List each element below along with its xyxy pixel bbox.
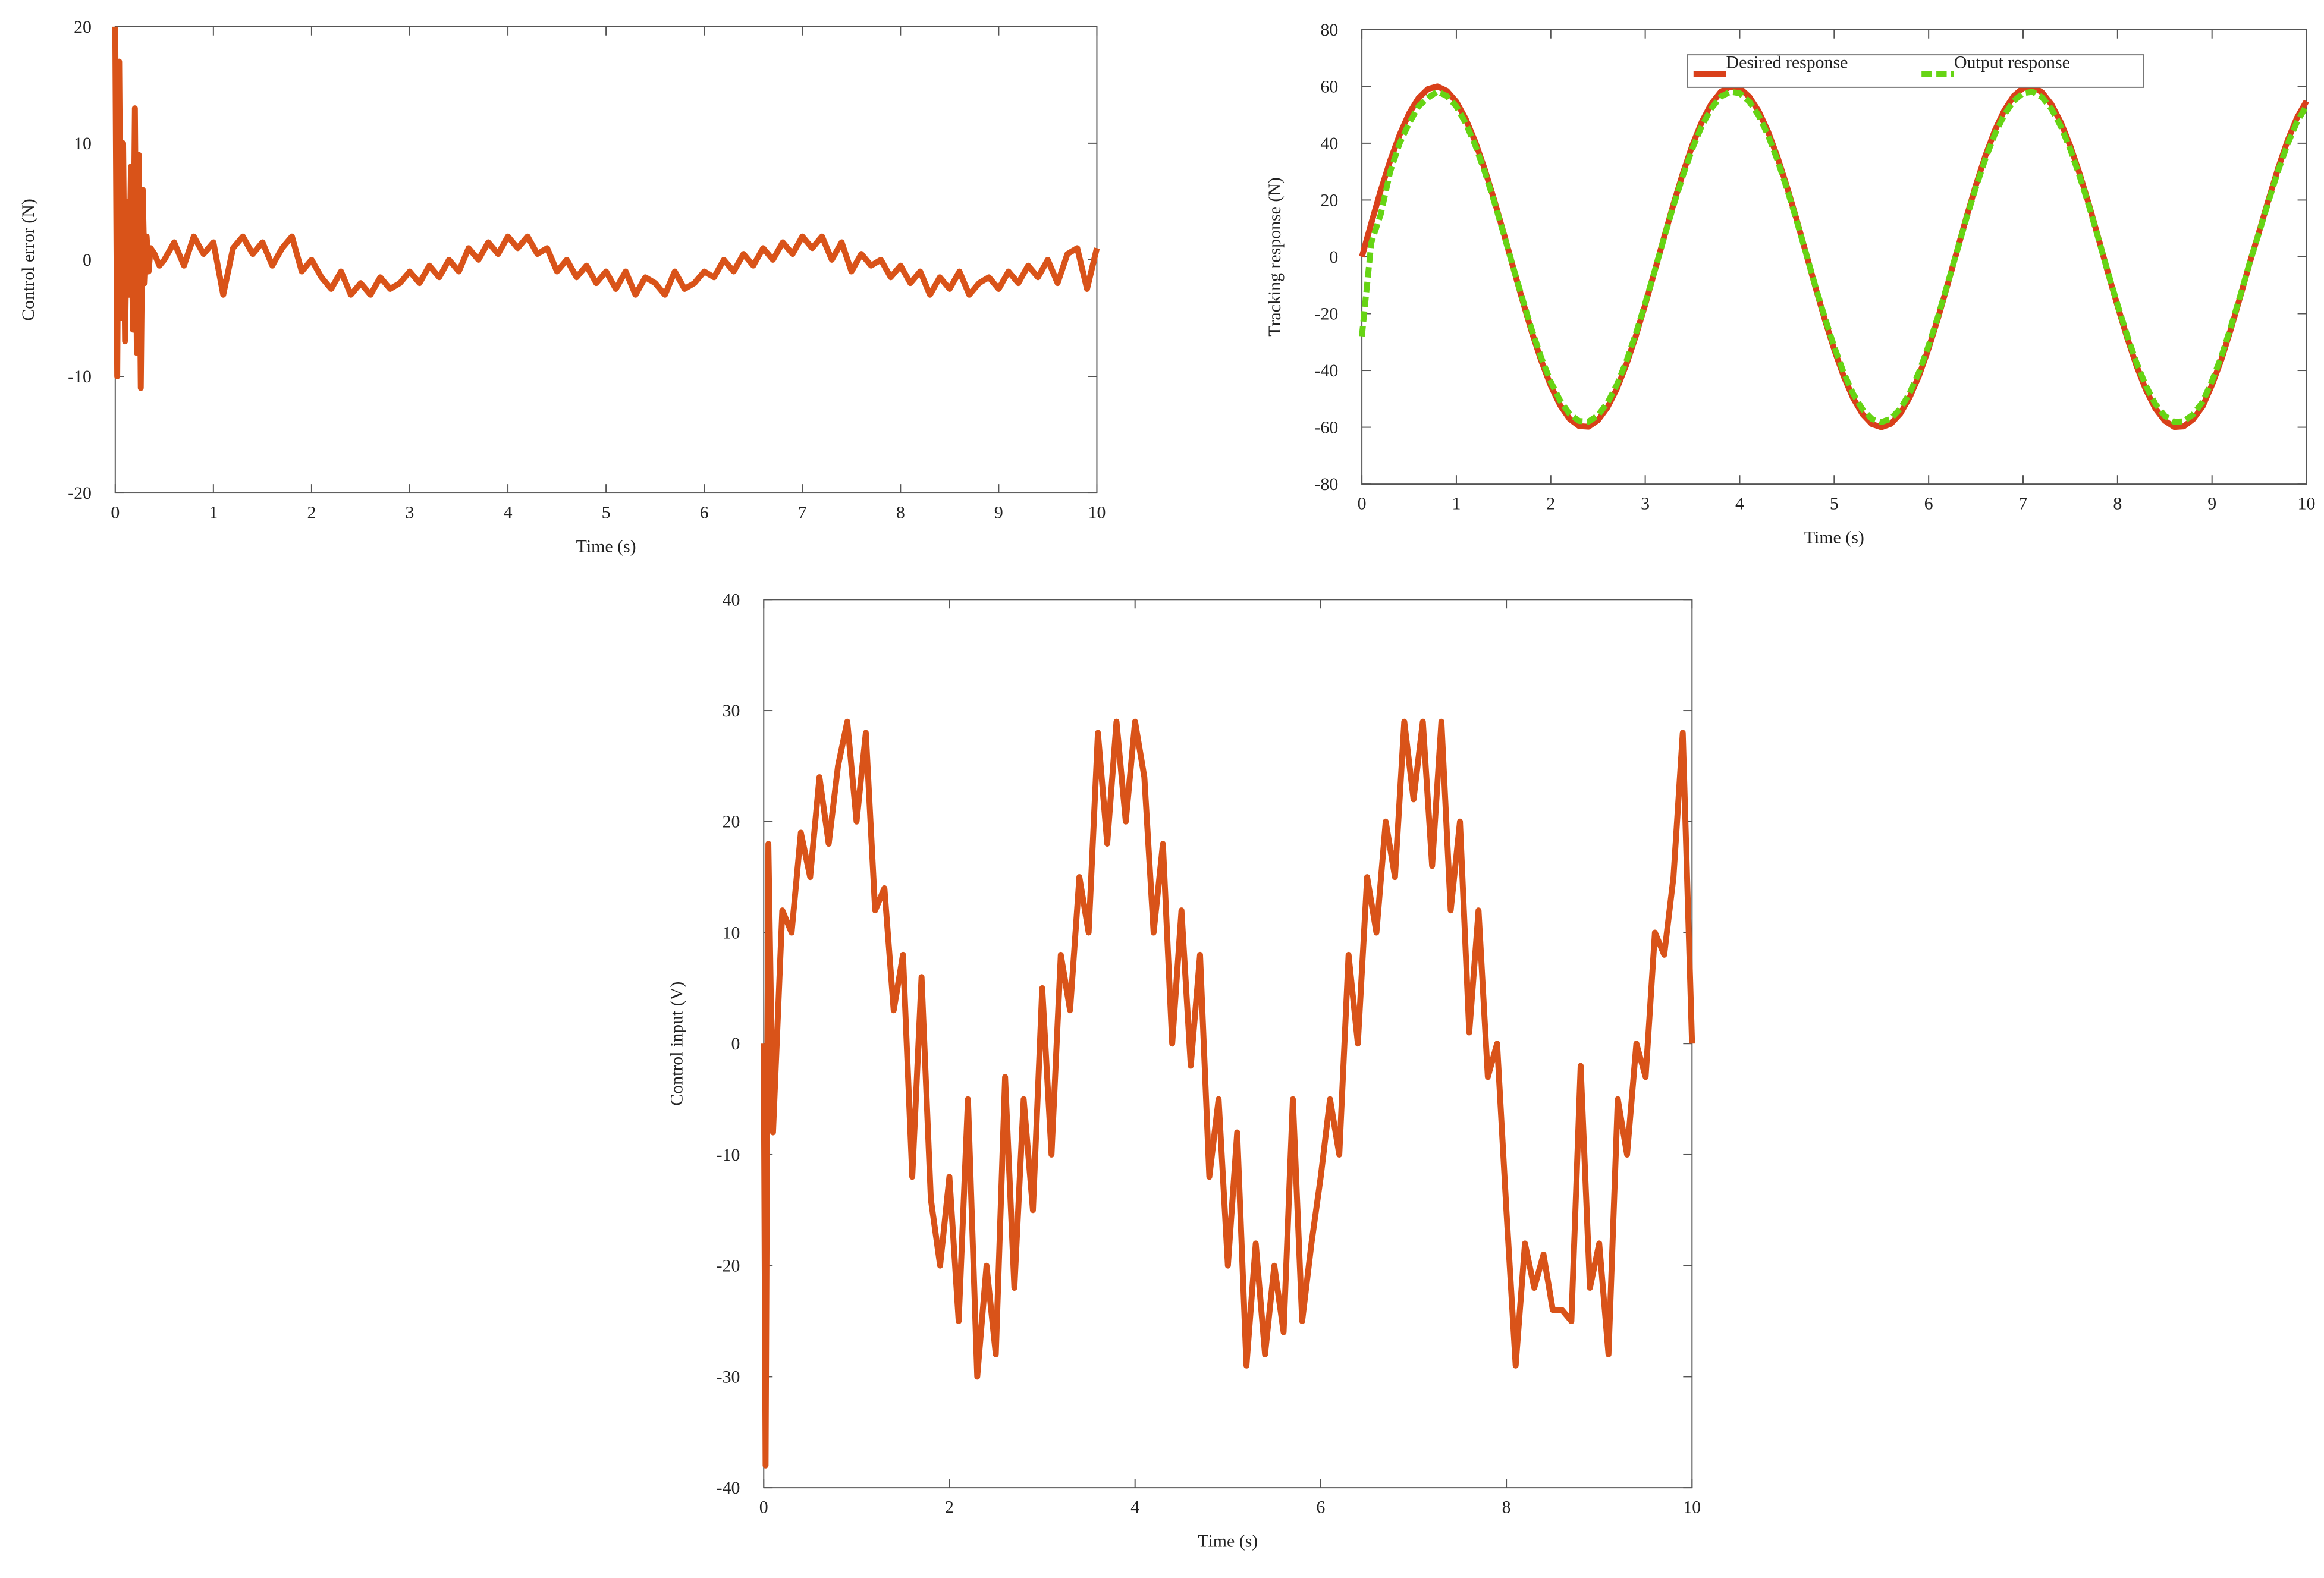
y-tick-label: 20 [74, 17, 92, 37]
y-tick-label: -60 [1314, 418, 1338, 438]
data-line [1359, 88, 2309, 425]
x-tick-label: 5 [1830, 493, 1839, 513]
y-tick-label: 40 [723, 590, 740, 609]
data-line [1359, 83, 2309, 430]
x-tick-label: 0 [111, 502, 120, 522]
x-tick-label: 1 [1452, 493, 1461, 513]
y-tick-label: 40 [1320, 134, 1338, 153]
x-tick-label: 10 [1683, 1497, 1701, 1517]
x-tick-label: 10 [2298, 493, 2316, 513]
y-axis-title: Control input (V) [667, 982, 686, 1106]
y-tick-label: 80 [1320, 20, 1338, 40]
y-tick-label: -20 [68, 483, 92, 503]
plot-frame [763, 599, 1693, 1489]
x-tick-label: 4 [1735, 493, 1744, 513]
y-tick-label: 0 [83, 250, 92, 270]
legend-frame [1687, 54, 2144, 88]
chart: -40 -30 -20 -10 0 10 20 30 40 0 2 4 6 8 10 Time (s) Cont… [667, 590, 1701, 1551]
y-axis-title: Tracking response (N) [1265, 177, 1285, 337]
y-tick-label: 30 [723, 701, 740, 721]
y-tick-label: -30 [717, 1367, 740, 1387]
x-tick-label: 7 [2019, 493, 2028, 513]
y-tick-label: -40 [717, 1478, 740, 1498]
x-tick-label: 10 [1088, 502, 1106, 522]
y-tick-label: 0 [731, 1034, 740, 1054]
x-tick-label: 3 [1641, 493, 1650, 513]
x-tick-label: 9 [994, 502, 1003, 522]
x-tick-label: 2 [945, 1497, 954, 1517]
x-tick-label: 2 [307, 502, 316, 522]
y-tick-label: -10 [717, 1145, 740, 1165]
data-line [112, 26, 1100, 391]
x-tick-label: 8 [1502, 1497, 1511, 1517]
x-axis-title: Time (s) [1804, 528, 1864, 548]
legend-label: Desired response [1726, 53, 1848, 73]
x-tick-label: 3 [406, 502, 414, 522]
y-tick-label: -10 [68, 367, 92, 386]
x-tick-label: 0 [759, 1497, 768, 1517]
y-tick-label: 60 [1320, 77, 1338, 96]
y-tick-label: 10 [74, 134, 92, 153]
x-axis-title: Time (s) [576, 537, 636, 557]
chart: -20 -10 0 10 20 0 1 2 3 4 5 6 7 8 9 10 Time (s) Control e… [18, 17, 1106, 557]
x-tick-label: 1 [209, 502, 218, 522]
y-tick-label: -20 [1314, 304, 1338, 323]
y-tick-label: 10 [723, 923, 740, 942]
x-axis-title: Time (s) [1198, 1532, 1258, 1551]
y-tick-label: -40 [1314, 361, 1338, 381]
x-tick-label: 6 [1924, 493, 1933, 513]
chart: -80 -60 -40 -20 0 20 40 60 80 0 1 2 3 4 5 6 7 8 9 10 Time (s… [1265, 20, 2315, 548]
x-tick-label: 9 [2207, 493, 2216, 513]
y-tick-label: -80 [1314, 474, 1338, 494]
y-tick-label: 20 [723, 812, 740, 832]
x-tick-label: 5 [602, 502, 611, 522]
x-tick-label: 2 [1546, 493, 1555, 513]
x-tick-label: 0 [1358, 493, 1367, 513]
x-tick-label: 8 [896, 502, 905, 522]
legend: Desired response Output response [1687, 53, 2144, 88]
y-tick-label: 0 [1329, 247, 1338, 267]
x-tick-label: 8 [2113, 493, 2122, 513]
x-tick-label: 4 [1130, 1497, 1139, 1517]
data-line [761, 718, 1695, 1469]
x-tick-label: 7 [798, 502, 807, 522]
y-tick-label: 20 [1320, 190, 1338, 210]
y-axis-title: Control error (N) [18, 199, 38, 321]
legend-label: Output response [1954, 53, 2070, 73]
x-tick-label: 6 [700, 502, 709, 522]
x-tick-label: 6 [1316, 1497, 1325, 1517]
x-tick-label: 4 [504, 502, 513, 522]
y-tick-label: -20 [717, 1256, 740, 1276]
plot-frame [114, 26, 1098, 494]
